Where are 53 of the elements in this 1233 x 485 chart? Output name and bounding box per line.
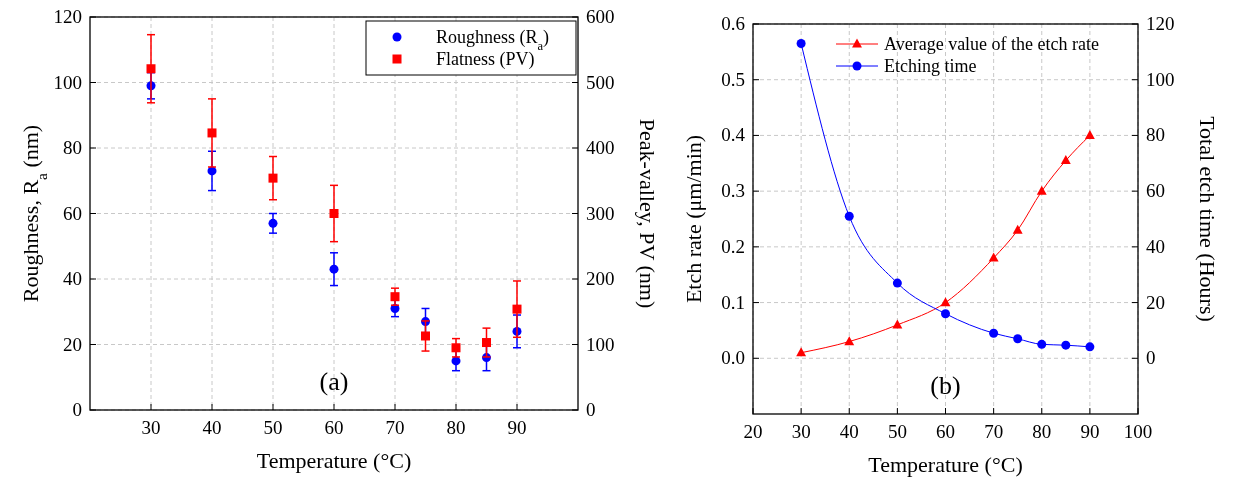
y-tick-label: 120: [53, 6, 82, 27]
x-tick-label: 30: [141, 417, 161, 438]
y2-tick-label: 400: [586, 137, 615, 158]
y2-tick-label: 300: [586, 202, 615, 224]
y2-tick-label: 600: [586, 6, 615, 27]
y2-tick-label: 60: [1146, 180, 1165, 202]
x-tick-label: 50: [887, 421, 907, 442]
x-axis-title: Temperature (°C): [256, 448, 412, 473]
x-tick-label: 80: [1032, 421, 1052, 442]
y-tick-label: 0.1: [721, 291, 745, 313]
y2-tick-label: 40: [1146, 235, 1165, 257]
y2-axis-title: Total etch time (Hours): [1195, 116, 1220, 322]
y-tick-label: 60: [63, 202, 82, 224]
y-tick-label: 0.4: [721, 124, 746, 146]
x-tick-label: 90: [507, 417, 527, 438]
x-tick-label: 50: [263, 417, 283, 438]
y-tick-label: 40: [63, 268, 82, 289]
x-tick-label: 80: [446, 417, 466, 438]
y-tick-label: 100: [53, 71, 82, 93]
x-tick-label: 40: [839, 421, 859, 442]
annotation: (b): [930, 371, 961, 400]
y-tick-label: 0.5: [721, 68, 745, 90]
y2-tick-label: 0: [1146, 347, 1156, 369]
y-axis-title: Etch rate (μm/min): [681, 134, 706, 304]
y2-tick-label: 200: [586, 268, 615, 289]
y2-tick-label: 80: [1146, 124, 1165, 146]
y2-axis-title: Peak-valley, PV (nm): [635, 118, 660, 309]
y2-tick-label: 20: [1146, 291, 1165, 313]
y-tick-label: 80: [63, 137, 82, 158]
y-tick-label: 0.0: [721, 347, 745, 369]
y2-tick-label: 0: [586, 399, 596, 420]
y2-tick-label: 120: [1146, 13, 1175, 34]
y2-tick-label: 100: [1146, 68, 1175, 90]
x-axis-title: Temperature (°C): [868, 452, 1023, 477]
legend-label: Average value of the etch rate: [884, 34, 1100, 54]
y-tick-label: 0.6: [721, 13, 745, 34]
y2-tick-label: 100: [586, 333, 615, 355]
y2-tick-label: 500: [586, 71, 615, 93]
x-tick-label: 60: [936, 421, 955, 442]
y-tick-label: 20: [63, 333, 82, 355]
x-tick-label: 70: [385, 417, 405, 438]
y-tick-label: 0.3: [721, 180, 745, 202]
x-tick-label: 100: [1123, 421, 1153, 442]
x-tick-label: 40: [202, 417, 222, 438]
y-tick-label: 0: [72, 399, 82, 420]
x-tick-label: 60: [324, 417, 344, 438]
annotation: (a): [319, 367, 349, 396]
x-tick-label: 70: [984, 421, 1004, 442]
x-tick-label: 90: [1080, 421, 1100, 442]
x-tick-label: 20: [743, 421, 763, 442]
legend-label: Etching time: [884, 56, 977, 76]
x-tick-label: 30: [791, 421, 811, 442]
y-tick-label: 0.2: [721, 235, 745, 257]
